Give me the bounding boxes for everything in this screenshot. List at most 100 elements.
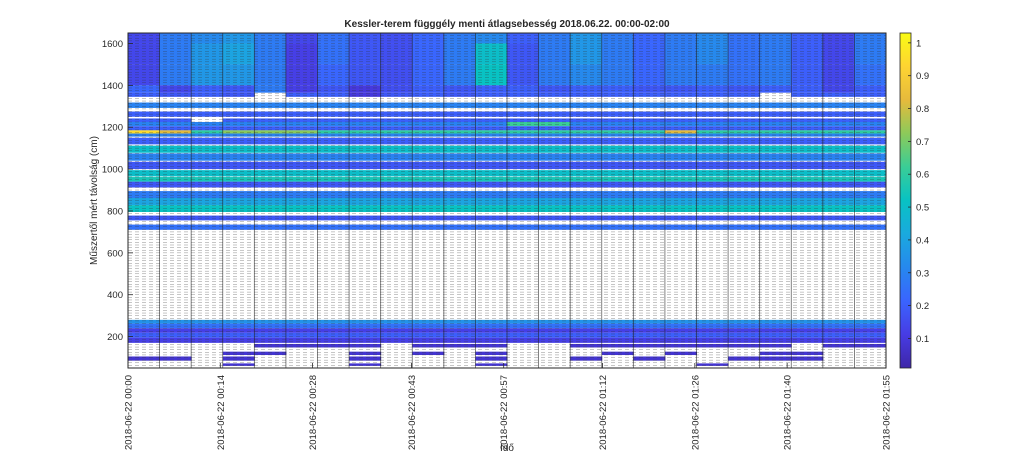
- heatmap-cell: [538, 92, 571, 97]
- heatmap-cell: [254, 332, 287, 338]
- heatmap-cell: [317, 92, 350, 97]
- heatmap-cell: [854, 130, 887, 134]
- heatmap-cell: [128, 337, 161, 343]
- heatmap-cell: [285, 337, 318, 343]
- heatmap-cell: [349, 137, 382, 145]
- heatmap-cell: [664, 102, 697, 108]
- heatmap-cell: [570, 85, 603, 93]
- heatmap-cell: [791, 126, 824, 131]
- heatmap-cell: [822, 153, 855, 161]
- heatmap-cell: [728, 319, 761, 324]
- heatmap-cell: [285, 205, 318, 213]
- heatmap-cell: [538, 33, 571, 44]
- heatmap-cell: [159, 64, 192, 86]
- heatmap-cell: [191, 197, 224, 206]
- x-tick-label: 2018-06-22 00:14: [216, 375, 227, 450]
- heatmap-cell: [254, 224, 287, 230]
- heatmap-cell: [412, 126, 445, 131]
- heatmap-cell: [538, 177, 571, 182]
- heatmap-cell: [317, 197, 350, 206]
- heatmap-cell: [349, 130, 382, 134]
- heatmap-cell: [664, 111, 697, 117]
- heatmap-cell: [507, 161, 540, 170]
- colorbar-tick-label: 0.8: [916, 104, 929, 115]
- heatmap-cell: [854, 102, 887, 108]
- heatmap-cell: [570, 319, 603, 324]
- heatmap-cell: [791, 161, 824, 170]
- heatmap-cell: [412, 205, 445, 213]
- heatmap-cell: [159, 177, 192, 182]
- heatmap-cell: [349, 170, 382, 177]
- heatmap-cell: [159, 145, 192, 153]
- heatmap-cell: [285, 153, 318, 161]
- heatmap-cell: [159, 181, 192, 188]
- heatmap-cell: [475, 323, 508, 329]
- heatmap-cell: [507, 153, 540, 161]
- heatmap-cell: [191, 328, 224, 333]
- heatmap-cell: [791, 118, 824, 122]
- heatmap-cell: [349, 215, 382, 221]
- heatmap-cell: [128, 224, 161, 230]
- heatmap-cell: [664, 215, 697, 221]
- heatmap-cell: [222, 133, 255, 137]
- heatmap-cell: [159, 319, 192, 324]
- heatmap-cell: [475, 137, 508, 145]
- heatmap-cell: [222, 337, 255, 343]
- heatmap-cell: [696, 102, 729, 108]
- heatmap-cell: [759, 118, 792, 122]
- heatmap-cell: [538, 118, 571, 122]
- heatmap-cell: [128, 161, 161, 170]
- heatmap-cell: [159, 215, 192, 221]
- heatmap-cell: [159, 197, 192, 206]
- heatmap-cell: [317, 118, 350, 122]
- heatmap-cell: [380, 85, 413, 93]
- heatmap-cell: [380, 102, 413, 108]
- heatmap-cell: [538, 145, 571, 153]
- heatmap-cell: [159, 153, 192, 161]
- heatmap-cell: [570, 215, 603, 221]
- heatmap-cell: [317, 121, 350, 127]
- heatmap-cell: [285, 33, 318, 44]
- heatmap-cell: [380, 137, 413, 145]
- heatmap-cell: [759, 197, 792, 206]
- heatmap-cell: [475, 197, 508, 206]
- heatmap-cell: [222, 356, 255, 361]
- heatmap-cell: [538, 126, 571, 131]
- heatmap-cell: [128, 102, 161, 108]
- heatmap-cell: [285, 121, 318, 127]
- heatmap-cell: [854, 197, 887, 206]
- heatmap-cell: [191, 337, 224, 343]
- heatmap-cell: [317, 343, 350, 348]
- heatmap-cell: [854, 118, 887, 122]
- heatmap-cell: [507, 215, 540, 221]
- heatmap-cell: [254, 153, 287, 161]
- heatmap-cell: [854, 153, 887, 161]
- heatmap-cell: [822, 161, 855, 170]
- heatmap-cell: [380, 337, 413, 343]
- heatmap-cell: [412, 92, 445, 97]
- colorbar-gradient: [899, 32, 912, 369]
- heatmap-cell: [191, 145, 224, 153]
- heatmap-cell: [443, 170, 476, 177]
- heatmap-cell: [128, 197, 161, 206]
- heatmap-cell: [443, 332, 476, 338]
- heatmap-cell: [349, 356, 382, 361]
- colorbar-tick-label: 0.5: [916, 203, 929, 214]
- heatmap-cell: [349, 177, 382, 182]
- heatmap-cell: [254, 197, 287, 206]
- heatmap-cell: [791, 85, 824, 93]
- heatmap-cell: [601, 351, 634, 356]
- heatmap-cell: [822, 145, 855, 153]
- heatmap-cell: [380, 197, 413, 206]
- heatmap-cell: [759, 356, 792, 361]
- heatmap-cell: [759, 191, 792, 198]
- heatmap-cell: [664, 224, 697, 230]
- heatmap-cell: [222, 102, 255, 108]
- heatmap-cell: [601, 343, 634, 348]
- heatmap-cell: [222, 181, 255, 188]
- heatmap-cell: [254, 215, 287, 221]
- heatmap-cell: [728, 191, 761, 198]
- heatmap-cell: [285, 323, 318, 329]
- heatmap-cell: [538, 153, 571, 161]
- heatmap-cell: [791, 102, 824, 108]
